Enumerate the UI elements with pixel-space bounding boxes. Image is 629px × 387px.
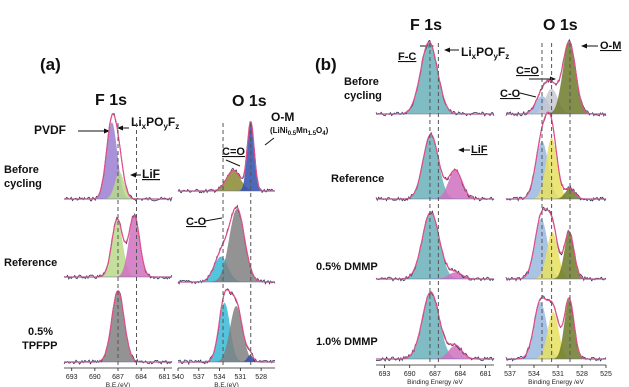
x-tick-label-a-o1s-2: 534	[214, 374, 226, 381]
peak-b-o1s-row0-co	[506, 88, 606, 114]
ann-a-c-o-arrow	[204, 217, 223, 222]
x-tick-label-a-f1s-4: 681	[158, 374, 170, 381]
panel-a-row-label-1a: Before	[4, 164, 39, 176]
x-tick-label-b-f1s-0: 693	[379, 371, 391, 378]
panel-b-f1s-title: F 1s	[410, 17, 442, 34]
x-tick-label-a-f1s-0: 693	[66, 374, 78, 381]
panel-a-tag: (a)	[40, 55, 61, 74]
x-tick-label-b-o1s-2: 531	[552, 371, 564, 378]
x-axis-label-a-f1s: B.E.(eV)	[106, 382, 131, 387]
peak-b-o1s-row1-co	[506, 137, 606, 199]
ann-b-c-o-arrow	[519, 92, 537, 98]
peak-a-o1s-row2-co	[178, 302, 275, 362]
panel-a-row-label-2: Reference	[4, 257, 57, 269]
ann-a-lif-arrowhead	[130, 172, 136, 178]
peak-b-f1s-row1-lixpoyfz	[376, 134, 494, 199]
ann-pvdf: PVDF	[34, 123, 66, 137]
peak-b-o1s-row3-co	[506, 302, 606, 359]
panel-b-row-label-1a: Before	[344, 76, 379, 88]
panel-a-row-label-3a: 0.5%	[28, 326, 53, 338]
peak-a-o1s-row2-co	[178, 306, 275, 362]
panel-a-row-label-3b: TPFPP	[22, 340, 57, 352]
ann-a-om-composition: (LiNi0.5Mn1.5O4)	[270, 126, 329, 137]
x-axis-label-b-o1s: Binding Energy /eV	[528, 379, 584, 386]
ann-b-co: C=O	[516, 65, 539, 77]
x-tick-label-a-o1s-0: 540	[172, 374, 184, 381]
ann-a-c-o: C-O	[186, 216, 207, 228]
x-tick-label-b-o1s-4: 525	[600, 371, 612, 378]
ann-b-om-arrowhead	[581, 43, 587, 49]
x-tick-label-a-f1s-1: 690	[89, 374, 101, 381]
x-tick-label-a-f1s-2: 687	[112, 374, 124, 381]
ann-a-om-arrow	[264, 137, 275, 146]
x-tick-label-b-f1s-1: 690	[404, 371, 416, 378]
x-axis-label-a-o1s: B.E.(eV)	[214, 382, 239, 387]
panel-b-o1s-title: O 1s	[543, 17, 578, 34]
x-tick-label-b-o1s-1: 534	[528, 371, 540, 378]
x-tick-label-a-o1s-3: 531	[235, 374, 247, 381]
panel-a-o1s-title: O 1s	[232, 93, 267, 110]
peak-b-f1s-row0-fc	[376, 42, 494, 115]
peak-b-o1s-row3-co	[506, 312, 606, 359]
x-tick-label-a-o1s-4: 528	[255, 374, 267, 381]
panel-a-f1s-title: F 1s	[95, 92, 127, 109]
panel-b-row-label-4: 1.0% DMMP	[316, 336, 378, 348]
spectra-layer	[63, 38, 607, 368]
x-tick-label-b-o1s-3: 528	[576, 371, 588, 378]
ann-a-lif: LiF	[142, 167, 160, 181]
peak-b-f1s-row3-lixpoyfz	[376, 292, 494, 359]
x-axis-label-b-f1s: Binding Energy /eV	[407, 379, 463, 386]
ann-b-fc: F-C	[398, 51, 416, 63]
x-tick-label-b-f1s-2: 687	[429, 371, 441, 378]
x-tick-label-b-o1s-0: 537	[504, 371, 516, 378]
ann-b-lif-arrowhead	[458, 147, 464, 153]
peak-a-f1s-row0-lixpoyfz	[64, 172, 172, 199]
ann-a-lixpoyfz-arrowhead	[117, 125, 123, 131]
peak-a-o1s-row1-co	[178, 209, 275, 282]
peak-b-o1s-row2-co	[506, 232, 606, 279]
peak-b-f1s-row2-lixpoyfz	[376, 212, 494, 279]
panel-b-row-label-1b: cycling	[344, 90, 382, 102]
x-tick-label-b-f1s-4: 681	[480, 371, 492, 378]
x-tick-label-a-o1s-1: 537	[193, 374, 205, 381]
x-tick-label-a-f1s-3: 684	[135, 374, 147, 381]
x-tick-label-b-f1s-3: 684	[454, 371, 466, 378]
peak-a-o1s-row0-co	[178, 170, 275, 191]
peak-b-f1s-row1-lif	[376, 170, 494, 199]
ann-a-lixpoyfz: LixPOyFz	[131, 115, 179, 131]
panel-b-row-label-3: 0.5% DMMP	[316, 261, 378, 273]
ann-b-c-o: C-O	[500, 88, 521, 100]
peak-b-f1s-row3-lif	[376, 345, 494, 359]
panel-b-tag: (b)	[315, 55, 337, 74]
axes-layer: 693 690 687 684 681 B.E.(eV) 540 537 534 531 528 B.…	[64, 364, 612, 387]
peak-a-f1s-row1-lixpoyfz	[64, 219, 172, 277]
ann-a-co-arrow	[225, 159, 241, 167]
panel-a-row-label-1b: cycling	[4, 178, 42, 190]
ann-b-lixpoyfz-arrowhead	[444, 47, 450, 53]
panel-b-row-label-2: Reference	[331, 173, 384, 185]
ann-a-co: C=O	[222, 146, 245, 158]
ann-a-om: O-M	[271, 110, 294, 124]
ann-b-lixpoyfz: LixPOyFz	[461, 45, 509, 61]
ann-b-lif: LiF	[471, 144, 488, 156]
ann-pvdf-arrowhead	[104, 128, 110, 134]
ann-b-om: O-M	[600, 40, 621, 52]
